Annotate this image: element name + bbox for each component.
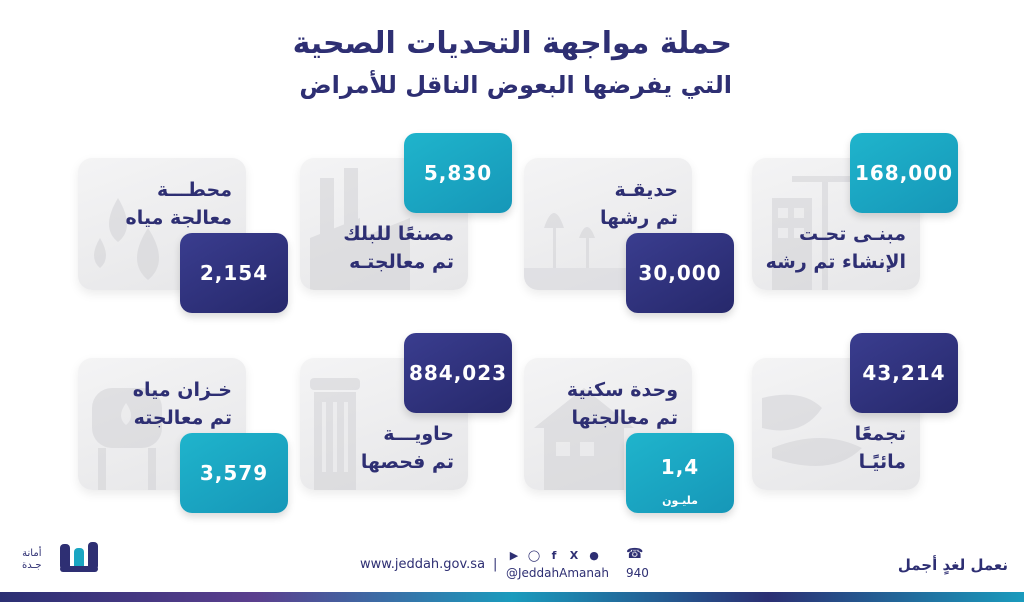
stat-label: خـزان مياه تم معالجته bbox=[132, 379, 232, 429]
stat-unit: مليـون bbox=[662, 494, 698, 507]
stat-value-housing: 1,4 مليـون bbox=[626, 433, 734, 513]
water-tank-icon bbox=[92, 388, 162, 490]
logo-text: أمانة جـدة bbox=[22, 548, 42, 571]
instagram-icon[interactable]: ◯ bbox=[527, 548, 541, 562]
crane-building-icon bbox=[772, 176, 902, 290]
stat-value-buildings: 168,000 bbox=[850, 133, 958, 213]
page-title: حملة مواجهة التحديات الصحية bbox=[292, 26, 732, 61]
slogan: نعمل لغدٍ أجمل bbox=[897, 556, 1008, 574]
stat-value-containers: 884,023 bbox=[404, 333, 512, 413]
snapchat-icon[interactable]: ● bbox=[589, 548, 599, 562]
title-block: حملة مواجهة التحديات الصحية التي يفرضها … bbox=[272, 22, 732, 104]
stat-value-water-tanks: 3,579 bbox=[180, 433, 288, 513]
footer-color-bar bbox=[0, 592, 1024, 602]
stat-label: تجمعًا مائيًـا bbox=[854, 423, 906, 473]
amanah-logo-icon bbox=[60, 542, 98, 572]
stat-label: وحدة سكنية تم معالجتها bbox=[566, 379, 678, 429]
stat-value-factories: 5,830 bbox=[404, 133, 512, 213]
stat-value-puddles: 43,214 bbox=[850, 333, 958, 413]
stat-card-water-tanks: خـزان مياه تم معالجته bbox=[78, 358, 246, 490]
x-icon[interactable]: X bbox=[569, 548, 579, 562]
website-link[interactable]: www.jeddah.gov.sa bbox=[360, 557, 486, 572]
factory-icon bbox=[310, 168, 410, 290]
page-subtitle: التي يفرضها البعوض الناقل للأمراض bbox=[299, 71, 732, 99]
phone-icon: ☎ bbox=[626, 546, 644, 562]
stat-value-gardens: 30,000 bbox=[626, 233, 734, 313]
puddle-icon bbox=[762, 394, 862, 466]
stat-label: حاويـــة تم فحصها bbox=[360, 423, 454, 473]
stat-value: 1,4 bbox=[660, 455, 700, 479]
youtube-icon[interactable]: ▶ bbox=[509, 548, 519, 562]
facebook-icon[interactable]: f bbox=[551, 548, 557, 562]
social-icons: ▶ ◯ f X ● bbox=[506, 548, 602, 562]
water-drops-icon bbox=[94, 198, 159, 280]
house-icon bbox=[534, 388, 634, 490]
phone-number[interactable]: 940 bbox=[626, 566, 649, 580]
divider: | bbox=[493, 557, 498, 572]
stat-label: مبنـى تحـت الإنشاء تم رشه bbox=[765, 223, 906, 273]
trash-bin-icon bbox=[310, 378, 360, 490]
stat-value-water-stations: 2,154 bbox=[180, 233, 288, 313]
social-handle[interactable]: @JeddahAmanah bbox=[506, 566, 609, 580]
stat-label: حديقـة تم رشها bbox=[600, 179, 678, 229]
footer: نعمل لغدٍ أجمل ☎ 940 ▶ ◯ f X ● @JeddahAm… bbox=[0, 532, 1024, 602]
stat-label: محطـــة معالجة مياه bbox=[125, 179, 232, 229]
stat-label: مصنعًا للبلك تم معالجتـه bbox=[343, 223, 454, 273]
